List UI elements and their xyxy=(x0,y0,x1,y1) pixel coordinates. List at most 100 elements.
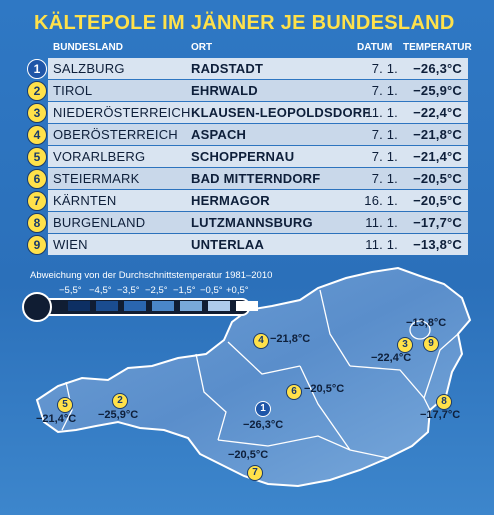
cell-datum: 7. 1. xyxy=(371,127,398,142)
legend-swatch xyxy=(208,301,230,311)
rank-badge: 8 xyxy=(27,213,47,233)
cell-bundesland: OBERÖSTERREICH xyxy=(53,127,178,142)
map-value-1: −26,3°C xyxy=(243,419,284,431)
rank-badge: 1 xyxy=(27,59,47,79)
border-niederoesterreich-steiermark xyxy=(349,365,431,411)
border-niederoesterreich-burgenland xyxy=(423,333,459,399)
map-value-4: −21,8°C xyxy=(270,333,311,345)
legend-swatch xyxy=(96,301,118,311)
legend-swatch xyxy=(152,301,174,311)
cell-bundesland: BURGENLAND xyxy=(53,215,146,230)
border-wien xyxy=(409,320,431,340)
table-row: 5 VORARLBERG SCHOPPERNAU 7. 1. −21,4°C xyxy=(0,146,494,169)
map-marker-7: 7 xyxy=(247,465,263,481)
cell-datum: 7. 1. xyxy=(371,171,398,186)
map-marker-1: 1 xyxy=(255,401,271,417)
cell-temperatur: −21,8°C xyxy=(413,127,462,142)
map-marker-6: 6 xyxy=(286,384,302,400)
table-row: 1 SALZBURG RADSTADT 7. 1. −26,3°C xyxy=(0,58,494,81)
map-value-3: −22,4°C xyxy=(371,352,412,364)
header-bundesland: BUNDESLAND xyxy=(53,42,123,53)
table-row: 3 NIEDERÖSTERREICH KLAUSEN-LEOPOLDSDORF … xyxy=(0,102,494,125)
cell-ort: HERMAGOR xyxy=(191,193,270,208)
border-steiermark-kaernten xyxy=(217,435,389,459)
table-row: 8 BURGENLAND LUTZMANNSBURG 11. 1. −17,7°… xyxy=(0,212,494,235)
map-value-7: −20,5°C xyxy=(228,449,269,461)
border-salzburg-oberoesterreich xyxy=(227,341,301,375)
cell-bundesland: VORARLBERG xyxy=(53,149,146,164)
cell-datum: 11. 1. xyxy=(365,215,398,230)
map-value-2: −25,9°C xyxy=(98,409,139,421)
map-marker-3: 3 xyxy=(397,337,413,353)
table-row: 4 OBERÖSTERREICH ASPACH 7. 1. −21,8°C xyxy=(0,124,494,147)
map-marker-8: 8 xyxy=(436,394,452,410)
cell-ort: ASPACH xyxy=(191,127,247,142)
cell-datum: 7. 1. xyxy=(371,61,398,76)
cell-bundesland: NIEDERÖSTERREICH xyxy=(53,105,191,120)
border-tirol-salzburg xyxy=(195,353,227,441)
cell-bundesland: TIROL xyxy=(53,83,93,98)
cell-ort: EHRWALD xyxy=(191,83,258,98)
map-marker-9: 9 xyxy=(423,336,439,352)
header-temperatur: TEMPERATUR xyxy=(403,42,472,53)
cell-temperatur: −17,7°C xyxy=(413,215,462,230)
cell-bundesland: KÄRNTEN xyxy=(53,193,117,208)
thermometer-icon xyxy=(22,292,52,322)
cell-ort: UNTERLAA xyxy=(191,237,265,252)
table-row: 2 TIROL EHRWALD 7. 1. −25,9°C xyxy=(0,80,494,103)
rank-badge: 3 xyxy=(27,103,47,123)
table-row: 6 STEIERMARK BAD MITTERNDORF 7. 1. −20,5… xyxy=(0,168,494,191)
austria-map xyxy=(35,266,472,488)
rank-badge: 5 xyxy=(27,147,47,167)
border-oberoesterreich-niederoesterreich xyxy=(319,289,351,367)
legend-swatch xyxy=(236,301,258,311)
legend-swatch xyxy=(180,301,202,311)
map-marker-4: 4 xyxy=(253,333,269,349)
rank-badge: 2 xyxy=(27,81,47,101)
border-vorarlberg-tirol xyxy=(61,381,73,431)
cell-temperatur: −26,3°C xyxy=(413,61,462,76)
legend-tick: −2,5° xyxy=(145,285,168,296)
legend-tick: −0,5° xyxy=(200,285,223,296)
legend-swatch xyxy=(68,301,90,311)
rank-badge: 9 xyxy=(27,235,47,255)
cell-ort: KLAUSEN-LEOPOLDSDORF xyxy=(191,105,371,120)
border-salzburg-steiermark xyxy=(299,365,351,451)
table-row: 9 WIEN UNTERLAA 11. 1. −13,8°C xyxy=(0,234,494,257)
cell-temperatur: −20,5°C xyxy=(413,171,462,186)
cell-temperatur: −20,5°C xyxy=(413,193,462,208)
table-row: 7 KÄRNTEN HERMAGOR 16. 1. −20,5°C xyxy=(0,190,494,213)
table-header: BUNDESLAND ORT DATUM TEMPERATUR xyxy=(0,42,494,56)
cell-datum: 11. 1. xyxy=(365,105,398,120)
header-ort: ORT xyxy=(191,42,213,53)
cell-temperatur: −22,4°C xyxy=(413,105,462,120)
legend-tick: −1,5° xyxy=(173,285,196,296)
cell-datum: 7. 1. xyxy=(371,83,398,98)
rank-badge: 4 xyxy=(27,125,47,145)
cell-ort: LUTZMANNSBURG xyxy=(191,215,313,230)
header-datum: DATUM xyxy=(357,42,393,53)
map-value-5: −21,4°C xyxy=(36,413,77,425)
legend-tick: −3,5° xyxy=(117,285,140,296)
legend-tick: +0,5° xyxy=(226,285,249,296)
cell-temperatur: −21,4°C xyxy=(413,149,462,164)
cell-bundesland: SALZBURG xyxy=(53,61,125,76)
cell-datum: 11. 1. xyxy=(365,237,398,252)
cell-bundesland: WIEN xyxy=(53,237,88,252)
cell-temperatur: −13,8°C xyxy=(413,237,462,252)
cell-ort: BAD MITTERNDORF xyxy=(191,171,321,186)
cell-temperatur: −25,9°C xyxy=(413,83,462,98)
cell-datum: 7. 1. xyxy=(371,149,398,164)
page-title: KÄLTEPOLE IM JÄNNER JE BUNDESLAND xyxy=(34,12,455,34)
map-value-6: −20,5°C xyxy=(304,383,345,395)
legend-ticks: −5,5° −4,5° −3,5° −2,5° −1,5° −0,5° +0,5… xyxy=(0,285,494,297)
legend-title: Abweichung von der Durchschnittstemperat… xyxy=(30,270,273,281)
map-marker-5: 5 xyxy=(57,397,73,413)
map-value-9: −13,8°C xyxy=(406,317,447,329)
rank-badge: 6 xyxy=(27,169,47,189)
austria-outline xyxy=(35,266,472,488)
map-marker-2: 2 xyxy=(112,393,128,409)
cell-ort: SCHOPPERNAU xyxy=(191,149,295,164)
legend-tick: −5,5° xyxy=(59,285,82,296)
